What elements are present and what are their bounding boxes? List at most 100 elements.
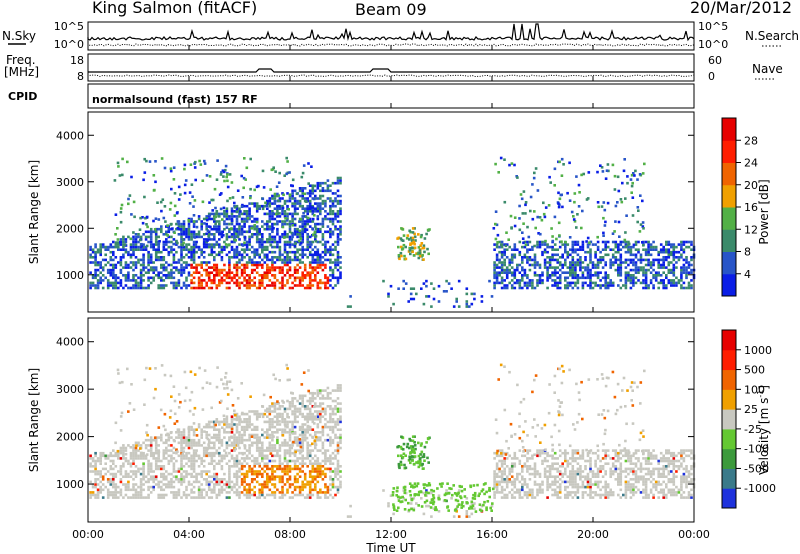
power-cell [213, 217, 216, 221]
power-cell [210, 212, 214, 216]
power-cell [124, 284, 128, 287]
velocity-cell [94, 480, 97, 484]
power-cell [589, 286, 592, 290]
velocity-cell [170, 457, 173, 460]
power-cell [268, 279, 272, 282]
velocity-cell [291, 425, 294, 429]
power-cell [277, 199, 280, 202]
power-cell [473, 292, 476, 296]
velocity-cell [288, 433, 292, 437]
velocity-cell [301, 462, 304, 465]
power-cell [520, 197, 524, 201]
power-cell [293, 202, 297, 205]
power-cell [142, 256, 145, 259]
velocity-cell [273, 454, 277, 458]
power-cell [614, 245, 618, 249]
power-cell [139, 268, 143, 272]
power-cell [336, 210, 340, 213]
power-cell [137, 245, 140, 249]
power-cell [614, 220, 617, 223]
power-cell [268, 215, 272, 218]
velocity-cell [101, 467, 105, 471]
velocity-cell [298, 433, 302, 437]
power-cell [321, 220, 325, 223]
power-cell [528, 256, 532, 259]
power-cell [243, 256, 246, 259]
velocity-cell [321, 410, 325, 413]
power-cell [273, 222, 277, 226]
power-cell [622, 240, 625, 244]
power-cell [334, 240, 337, 244]
power-cell [296, 240, 299, 244]
power-cell [329, 235, 332, 239]
power-cell [418, 251, 422, 255]
velocity-cell [283, 438, 287, 442]
power-cell [503, 261, 506, 264]
power-cell [281, 286, 284, 290]
velocity-cell [180, 441, 183, 445]
power-cell [207, 238, 211, 241]
velocity-cell [331, 483, 335, 486]
velocity-cell [210, 451, 214, 455]
power-cell [261, 207, 265, 211]
power-cell [157, 250, 160, 254]
velocity-cell [162, 488, 166, 492]
power-cell [624, 250, 628, 254]
power-cell [142, 261, 145, 264]
power-cell [339, 212, 342, 216]
power-cell [331, 230, 335, 234]
power-cell [581, 209, 584, 213]
power-cell [465, 292, 469, 296]
power-cell [220, 279, 224, 282]
power-cell [117, 261, 120, 264]
power-cell [96, 274, 100, 277]
power-cell [197, 284, 201, 287]
power-cell [175, 211, 179, 215]
power-cell [180, 225, 183, 228]
velocity-cell [180, 478, 183, 481]
power-cell [114, 243, 118, 246]
power-cell [493, 261, 496, 264]
velocity-cell [210, 441, 214, 445]
velocity-cell [129, 454, 133, 458]
velocity-cell [291, 397, 294, 400]
velocity-cell [314, 441, 317, 445]
power-cell [326, 276, 330, 280]
velocity-cell [329, 483, 332, 486]
power-cell [248, 248, 251, 251]
velocity-cell [165, 475, 168, 478]
velocity-cell [321, 451, 325, 455]
power-cell [418, 249, 422, 252]
power-cell [210, 198, 213, 202]
power-cell [187, 230, 191, 234]
velocity-cell [268, 459, 272, 463]
power-cell [182, 233, 186, 236]
power-cell [286, 281, 289, 285]
velocity-cell [200, 457, 203, 460]
velocity-cell [319, 418, 322, 421]
power-cell [213, 212, 216, 216]
power-cell [273, 235, 277, 239]
power-cell [301, 233, 304, 236]
velocity-cell [248, 423, 251, 426]
velocity-cell [152, 438, 155, 442]
power-cell [316, 204, 320, 208]
power-cell [157, 256, 160, 259]
velocity-cell [245, 470, 249, 473]
power-cell [492, 227, 496, 230]
power-cell [190, 245, 193, 249]
velocity-cell [255, 436, 259, 439]
velocity-cell [286, 488, 289, 492]
velocity-cell [298, 407, 302, 411]
power-cell [240, 225, 244, 228]
velocity-cell [248, 451, 251, 455]
power-cell [291, 194, 294, 198]
power-cell [117, 248, 120, 251]
power-cell [94, 256, 97, 259]
velocity-cell [273, 483, 277, 486]
power-cell [185, 284, 188, 287]
power-cell [680, 284, 683, 287]
power-cell [132, 279, 135, 282]
velocity-cell [296, 465, 299, 468]
power-cell [172, 271, 176, 274]
